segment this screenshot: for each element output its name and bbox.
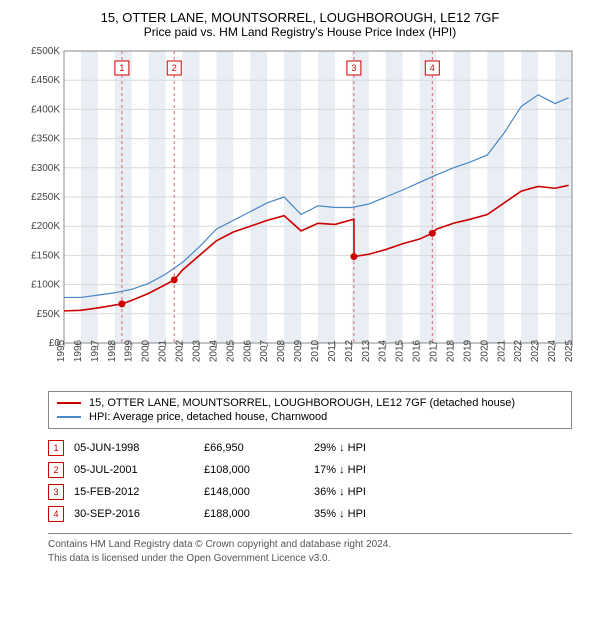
svg-text:2012: 2012	[344, 339, 355, 362]
transaction-price: £66,950	[204, 437, 314, 459]
svg-text:2005: 2005	[225, 339, 236, 362]
svg-text:1996: 1996	[73, 339, 84, 362]
svg-text:£50K: £50K	[37, 309, 61, 320]
transaction-price: £108,000	[204, 459, 314, 481]
svg-text:£500K: £500K	[31, 46, 60, 57]
svg-text:2010: 2010	[310, 339, 321, 362]
transactions-table: 1 05-JUN-1998£66,95029% ↓ HPI 2 05-JUL-2001…	[48, 437, 376, 525]
chart-title: 15, OTTER LANE, MOUNTSORREL, LOUGHBOROUG…	[10, 10, 590, 25]
svg-text:2018: 2018	[445, 339, 456, 362]
svg-text:£450K: £450K	[31, 75, 60, 86]
svg-text:2006: 2006	[242, 339, 253, 362]
transaction-delta: 36% ↓ HPI	[314, 481, 376, 503]
transaction-date: 30-SEP-2016	[74, 503, 204, 525]
transaction-date: 05-JUL-2001	[74, 459, 204, 481]
chart-subtitle: Price paid vs. HM Land Registry's House …	[10, 25, 590, 39]
svg-text:2024: 2024	[547, 339, 558, 362]
svg-text:1: 1	[119, 63, 124, 73]
transaction-delta: 29% ↓ HPI	[314, 437, 376, 459]
transaction-marker: 1	[48, 440, 64, 456]
svg-text:2001: 2001	[158, 339, 169, 362]
svg-text:2025: 2025	[564, 339, 575, 362]
legend-item: 15, OTTER LANE, MOUNTSORREL, LOUGHBOROUG…	[57, 396, 563, 410]
transaction-date: 15-FEB-2012	[74, 481, 204, 503]
transaction-marker: 4	[48, 506, 64, 522]
svg-text:4: 4	[430, 63, 435, 73]
svg-text:2015: 2015	[395, 339, 406, 362]
svg-text:2003: 2003	[191, 339, 202, 362]
svg-text:£250K: £250K	[31, 192, 60, 203]
svg-text:2014: 2014	[378, 339, 389, 362]
svg-text:2004: 2004	[208, 339, 219, 362]
svg-text:2021: 2021	[496, 339, 507, 362]
svg-text:2008: 2008	[276, 339, 287, 362]
svg-text:2013: 2013	[361, 339, 372, 362]
legend-swatch	[57, 402, 81, 404]
transaction-row: 1 05-JUN-1998£66,95029% ↓ HPI	[48, 437, 376, 459]
transaction-delta: 17% ↓ HPI	[314, 459, 376, 481]
svg-text:£400K: £400K	[31, 104, 60, 115]
svg-text:2017: 2017	[429, 339, 440, 362]
svg-text:2: 2	[172, 63, 177, 73]
transaction-row: 3 15-FEB-2012£148,00036% ↓ HPI	[48, 481, 376, 503]
svg-text:£300K: £300K	[31, 163, 60, 174]
svg-text:2009: 2009	[293, 339, 304, 362]
transaction-marker: 2	[48, 462, 64, 478]
svg-text:£100K: £100K	[31, 280, 60, 291]
transaction-row: 4 30-SEP-2016£188,00035% ↓ HPI	[48, 503, 376, 525]
footer: Contains HM Land Registry data © Crown c…	[48, 533, 572, 566]
transaction-delta: 35% ↓ HPI	[314, 503, 376, 525]
transaction-date: 05-JUN-1998	[74, 437, 204, 459]
legend-label: HPI: Average price, detached house, Char…	[89, 411, 327, 423]
svg-text:2020: 2020	[479, 339, 490, 362]
legend-item: HPI: Average price, detached house, Char…	[57, 410, 563, 424]
transaction-marker: 3	[48, 484, 64, 500]
svg-text:£200K: £200K	[31, 221, 60, 232]
svg-text:£150K: £150K	[31, 250, 60, 261]
footer-line2: This data is licensed under the Open Gov…	[48, 552, 572, 566]
chart-container: 15, OTTER LANE, MOUNTSORREL, LOUGHBOROUG…	[0, 0, 600, 576]
svg-text:2011: 2011	[327, 340, 338, 362]
svg-text:1998: 1998	[107, 339, 118, 362]
legend-swatch	[57, 416, 81, 418]
svg-text:2022: 2022	[513, 339, 524, 362]
chart-svg: £0£50K£100K£150K£200K£250K£300K£350K£400…	[20, 45, 580, 385]
svg-text:2000: 2000	[141, 339, 152, 362]
svg-text:2023: 2023	[530, 339, 541, 362]
transaction-row: 2 05-JUL-2001£108,00017% ↓ HPI	[48, 459, 376, 481]
legend-label: 15, OTTER LANE, MOUNTSORREL, LOUGHBOROUG…	[89, 397, 515, 409]
svg-text:£350K: £350K	[31, 134, 60, 145]
legend: 15, OTTER LANE, MOUNTSORREL, LOUGHBOROUG…	[48, 391, 572, 429]
svg-text:2019: 2019	[462, 339, 473, 362]
svg-text:1995: 1995	[56, 339, 67, 362]
svg-text:2016: 2016	[412, 339, 423, 362]
footer-line1: Contains HM Land Registry data © Crown c…	[48, 538, 572, 552]
svg-text:2002: 2002	[175, 339, 186, 362]
svg-text:3: 3	[351, 63, 356, 73]
transaction-price: £188,000	[204, 503, 314, 525]
svg-text:1997: 1997	[90, 339, 101, 362]
svg-text:2007: 2007	[259, 339, 270, 362]
transaction-price: £148,000	[204, 481, 314, 503]
svg-text:1999: 1999	[124, 339, 135, 362]
chart-plot-area: £0£50K£100K£150K£200K£250K£300K£350K£400…	[20, 45, 580, 385]
